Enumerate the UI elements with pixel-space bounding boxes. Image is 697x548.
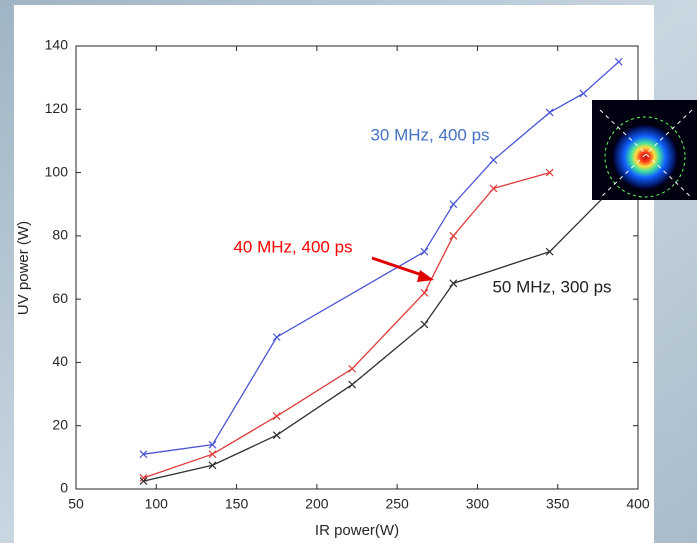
plot: 50 100 150 200 250 300 350 400 0 20 40 60 80 100 120 14…	[45, 37, 650, 512]
point-marker	[420, 320, 429, 329]
point-marker	[208, 450, 217, 459]
point-marker	[272, 431, 281, 440]
point-marker	[208, 461, 217, 470]
y-tick-label: 100	[45, 163, 69, 179]
x-tick-label: 250	[385, 496, 409, 512]
point-marker	[545, 108, 554, 117]
y-tick-label: 60	[52, 290, 68, 306]
point-marker	[614, 57, 623, 66]
point-marker	[272, 412, 281, 421]
point-marker	[545, 247, 554, 256]
y-tick-label: 0	[60, 480, 68, 496]
point-marker	[489, 184, 498, 193]
y-tick-label: 80	[52, 227, 68, 243]
point-marker	[449, 279, 458, 288]
series-label: 40 MHz, 400 ps	[233, 237, 352, 256]
annotation-arrowhead	[417, 270, 434, 282]
x-tick-label: 150	[225, 496, 249, 512]
beam-inset	[592, 100, 697, 200]
series-label: 30 MHz, 400 ps	[370, 125, 489, 144]
y-tick-label: 20	[52, 416, 68, 432]
x-tick-label: 200	[305, 496, 329, 512]
point-marker	[449, 200, 458, 209]
point-marker	[208, 440, 217, 449]
point-marker	[420, 247, 429, 256]
y-axis-label: UV power (W)	[15, 221, 32, 315]
series-label: 50 MHz, 300 ps	[492, 277, 611, 296]
x-tick-label: 300	[466, 496, 490, 512]
point-marker	[449, 231, 458, 240]
point-marker	[545, 168, 554, 177]
point-marker	[348, 380, 357, 389]
x-tick-label: 350	[546, 496, 570, 512]
point-marker	[139, 450, 148, 459]
point-marker	[489, 155, 498, 164]
point-marker	[579, 89, 588, 98]
series-line	[143, 181, 620, 482]
plot-area	[75, 45, 639, 490]
y-tick-label: 120	[45, 100, 69, 116]
point-marker	[139, 477, 148, 486]
x-tick-label: 100	[145, 496, 169, 512]
x-tick-label: 50	[68, 496, 84, 512]
point-marker	[272, 333, 281, 342]
x-tick-label: 400	[626, 496, 650, 512]
y-tick-label: 140	[45, 37, 69, 53]
y-tick-label: 40	[52, 353, 68, 369]
series-line	[143, 171, 550, 479]
annotation-arrow	[371, 256, 426, 278]
x-axis-label: IR power(W)	[315, 522, 399, 539]
point-marker	[348, 364, 357, 373]
point-marker	[420, 288, 429, 297]
